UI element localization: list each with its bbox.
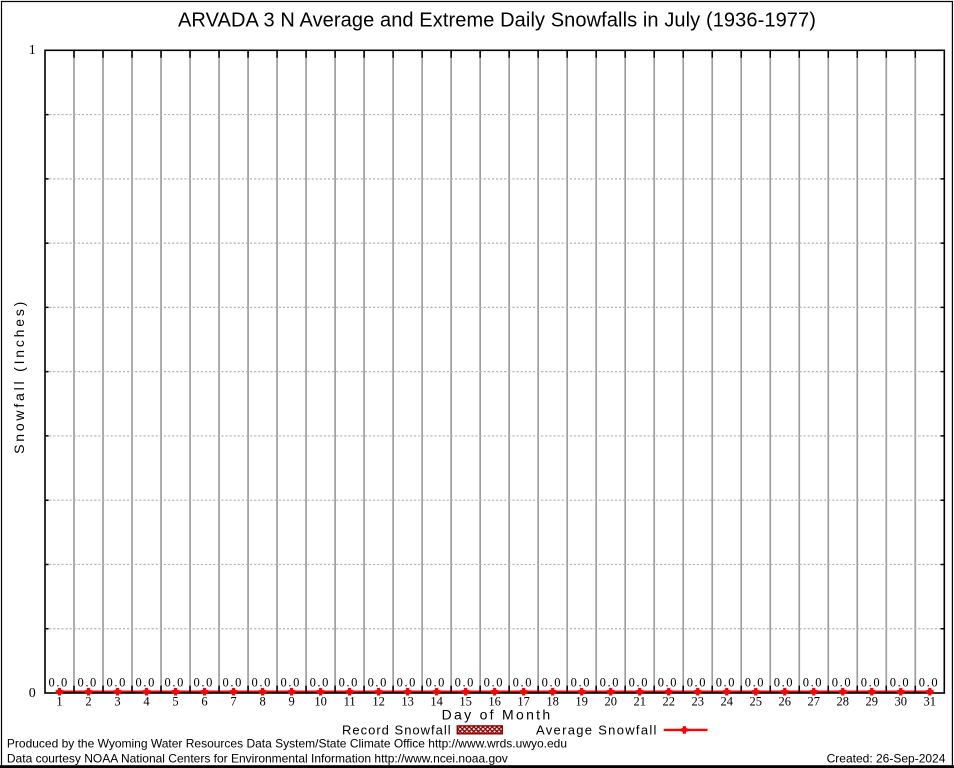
svg-text:0.0: 0.0 — [281, 675, 301, 689]
svg-text:0.0: 0.0 — [426, 675, 446, 689]
svg-text:25: 25 — [749, 694, 762, 708]
svg-text:11: 11 — [344, 694, 356, 708]
svg-text:15: 15 — [459, 694, 472, 708]
svg-text:8: 8 — [259, 694, 265, 708]
svg-text:0.0: 0.0 — [629, 675, 649, 689]
svg-text:27: 27 — [808, 694, 821, 708]
svg-text:Average Snowfall: Average Snowfall — [536, 723, 658, 738]
svg-text:26: 26 — [779, 694, 792, 708]
svg-text:2: 2 — [85, 694, 91, 708]
svg-text:0.0: 0.0 — [600, 675, 620, 689]
svg-text:Day of Month: Day of Month — [442, 707, 553, 723]
svg-text:31: 31 — [924, 694, 937, 708]
svg-text:0.0: 0.0 — [339, 675, 359, 689]
svg-text:18: 18 — [546, 694, 559, 708]
svg-text:0.0: 0.0 — [919, 675, 939, 689]
svg-text:Data courtesy NOAA National Ce: Data courtesy NOAA National Centers for … — [7, 751, 508, 765]
svg-text:17: 17 — [517, 694, 530, 708]
svg-text:0.0: 0.0 — [716, 675, 736, 689]
svg-text:24: 24 — [720, 694, 733, 708]
svg-text:0.0: 0.0 — [107, 675, 127, 689]
svg-text:0.0: 0.0 — [48, 675, 68, 689]
svg-text:21: 21 — [633, 694, 646, 708]
svg-text:ARVADA 3 N Average and Extreme: ARVADA 3 N Average and Extreme Daily Sno… — [178, 9, 816, 31]
svg-text:0.0: 0.0 — [223, 675, 243, 689]
svg-text:Created: 26-Sep-2024: Created: 26-Sep-2024 — [827, 751, 946, 765]
svg-text:19: 19 — [575, 694, 588, 708]
svg-text:28: 28 — [837, 694, 850, 708]
svg-text:0.0: 0.0 — [165, 675, 185, 689]
svg-text:0.0: 0.0 — [252, 675, 272, 689]
svg-text:Snowfall (Inches): Snowfall (Inches) — [11, 299, 27, 454]
svg-text:0.0: 0.0 — [861, 675, 881, 689]
svg-text:0.0: 0.0 — [310, 675, 330, 689]
svg-text:22: 22 — [662, 694, 675, 708]
svg-text:0.0: 0.0 — [658, 675, 678, 689]
svg-text:0.0: 0.0 — [774, 675, 794, 689]
svg-text:0.0: 0.0 — [803, 675, 823, 689]
svg-text:16: 16 — [488, 694, 501, 708]
svg-text:0.0: 0.0 — [513, 675, 533, 689]
svg-text:23: 23 — [691, 694, 704, 708]
svg-text:0.0: 0.0 — [890, 675, 910, 689]
svg-text:0.0: 0.0 — [77, 675, 97, 689]
svg-text:0: 0 — [29, 686, 36, 701]
svg-text:0.0: 0.0 — [194, 675, 214, 689]
svg-text:Record Snowfall: Record Snowfall — [342, 723, 452, 738]
svg-text:13: 13 — [401, 694, 414, 708]
svg-text:0.0: 0.0 — [832, 675, 852, 689]
svg-text:Produced by the Wyoming Water: Produced by the Wyoming Water Resources … — [7, 736, 567, 750]
svg-text:20: 20 — [604, 694, 617, 708]
svg-text:7: 7 — [230, 694, 236, 708]
svg-text:4: 4 — [143, 694, 150, 708]
svg-text:14: 14 — [430, 694, 443, 708]
svg-text:0.0: 0.0 — [542, 675, 562, 689]
svg-text:0.0: 0.0 — [136, 675, 156, 689]
svg-text:1: 1 — [29, 43, 36, 58]
svg-text:5: 5 — [172, 694, 178, 708]
svg-text:29: 29 — [866, 694, 879, 708]
svg-text:30: 30 — [895, 694, 908, 708]
svg-text:6: 6 — [201, 694, 207, 708]
svg-text:0.0: 0.0 — [368, 675, 388, 689]
svg-text:9: 9 — [288, 694, 294, 708]
svg-text:10: 10 — [314, 694, 327, 708]
svg-text:0.0: 0.0 — [455, 675, 475, 689]
svg-text:0.0: 0.0 — [687, 675, 707, 689]
svg-text:1: 1 — [56, 694, 62, 708]
svg-text:0.0: 0.0 — [397, 675, 417, 689]
svg-text:12: 12 — [372, 694, 385, 708]
svg-text:0.0: 0.0 — [571, 675, 591, 689]
svg-text:3: 3 — [114, 694, 120, 708]
svg-text:0.0: 0.0 — [484, 675, 504, 689]
svg-text:0.0: 0.0 — [745, 675, 765, 689]
